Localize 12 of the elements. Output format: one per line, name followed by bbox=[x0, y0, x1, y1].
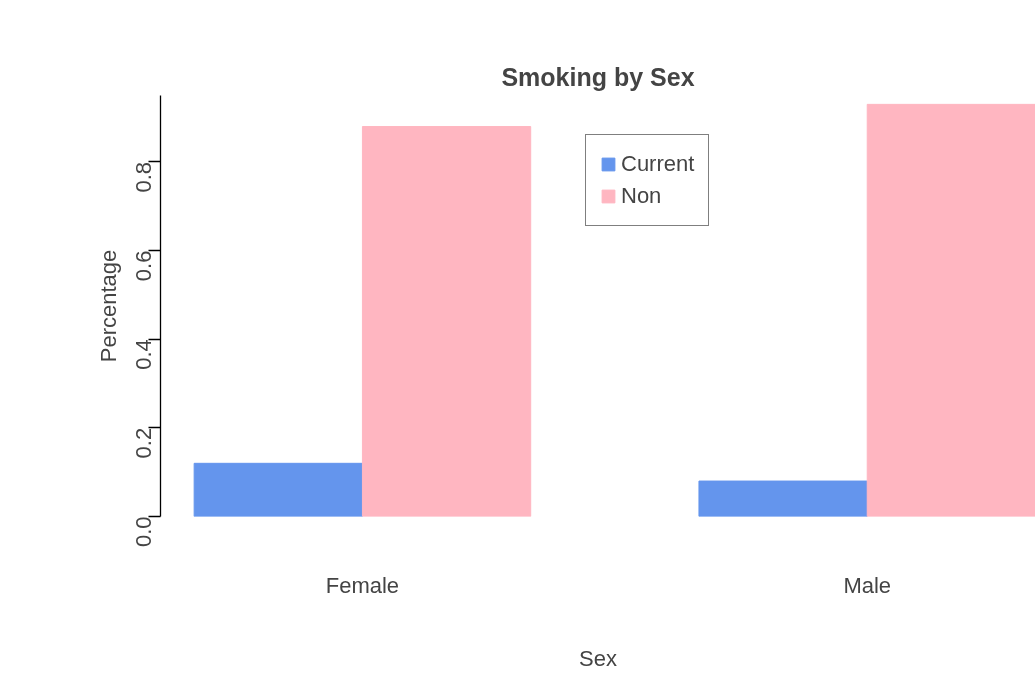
x-tick-label: Male bbox=[843, 572, 892, 598]
y-tick-label: 0.0 bbox=[131, 516, 156, 548]
y-tick-label: 0.4 bbox=[131, 339, 156, 370]
y-tick-label: 0.2 bbox=[131, 427, 156, 459]
y-tick-label: 0.6 bbox=[131, 250, 156, 282]
chart-title: Smoking by Sex bbox=[501, 62, 695, 91]
x-axis-title: Sex bbox=[579, 645, 617, 671]
legend-label: Non bbox=[621, 182, 662, 210]
y-tick-label: 0.8 bbox=[131, 161, 156, 193]
legend-label: Current bbox=[621, 150, 695, 178]
x-tick-label: Female bbox=[325, 572, 400, 598]
y-axis-title: Percentage bbox=[95, 249, 121, 363]
